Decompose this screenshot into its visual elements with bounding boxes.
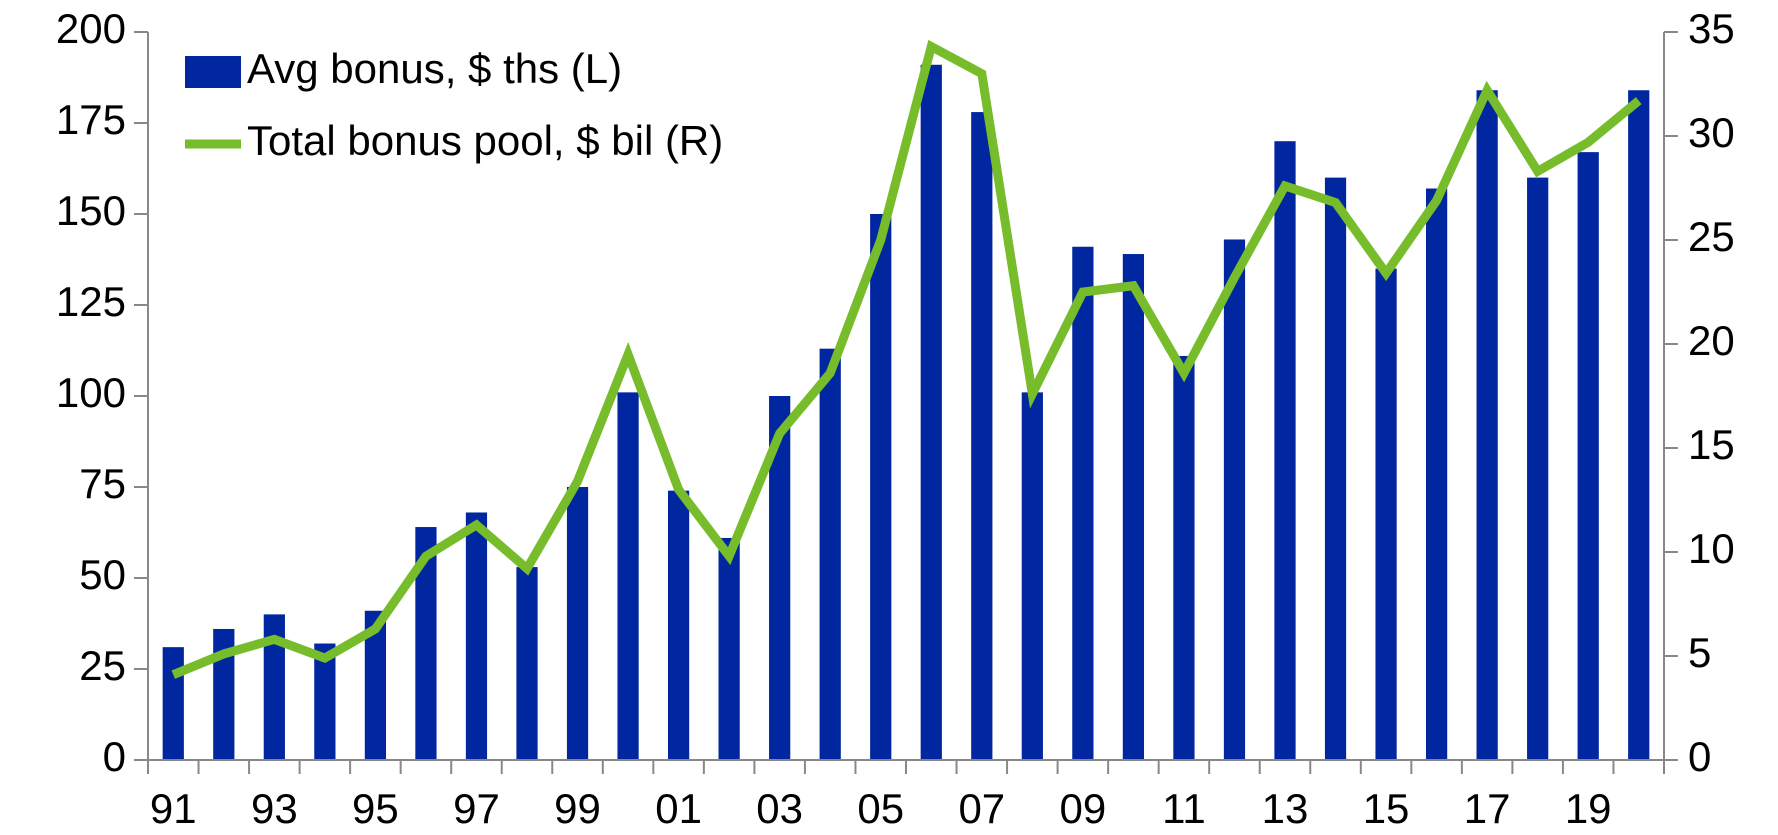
bar [213, 628, 235, 760]
y-tick-label: 100 [56, 369, 126, 416]
y2-tick-label: 15 [1688, 421, 1735, 468]
x-tick-label: 97 [453, 785, 500, 832]
legend-label: Avg bonus, $ ths (L) [247, 45, 622, 92]
y2-tick-label: 25 [1688, 213, 1735, 260]
x-tick-label: 07 [958, 785, 1005, 832]
bar [617, 392, 639, 760]
bar [870, 214, 892, 760]
x-tick-label: 95 [352, 785, 399, 832]
line [171, 39, 1642, 679]
y-tick-label: 0 [103, 733, 126, 780]
bar [516, 567, 538, 760]
y2-tick-label: 20 [1688, 317, 1735, 364]
bar [718, 537, 740, 760]
bar [465, 512, 488, 760]
y-tick-label: 50 [79, 551, 126, 598]
bar [1476, 90, 1498, 761]
x-tick-label: 05 [857, 785, 904, 832]
y-tick-label: 25 [79, 642, 126, 689]
y2-tick-label: 35 [1688, 5, 1735, 52]
y-tick-label: 75 [79, 460, 126, 507]
y2-tick-label: 30 [1688, 109, 1735, 156]
bar [1527, 177, 1549, 761]
bar [920, 64, 942, 760]
y2-tick-label: 0 [1688, 733, 1711, 780]
x-tick-label: 15 [1363, 785, 1410, 832]
y-tick-label: 175 [56, 96, 126, 143]
bar [1021, 392, 1043, 760]
legend-label: Total bonus pool, $ bil (R) [247, 117, 723, 164]
bar [1577, 152, 1599, 760]
bar [1324, 177, 1347, 761]
legend-swatch [185, 56, 241, 88]
bar [1375, 268, 1397, 760]
bar [415, 527, 437, 760]
x-tick-label: 99 [554, 785, 601, 832]
bar [1274, 141, 1296, 760]
x-tick-label: 03 [756, 785, 803, 832]
x-tick-label: 13 [1262, 785, 1309, 832]
y2-tick-label: 10 [1688, 525, 1735, 572]
bar [1173, 355, 1195, 760]
x-tick-label: 01 [655, 785, 702, 832]
x-tick-label: 17 [1464, 785, 1511, 832]
bar [667, 490, 690, 760]
bar [263, 614, 285, 760]
x-tick-label: 09 [1060, 785, 1107, 832]
x-tick-label: 91 [150, 785, 197, 832]
y-tick-label: 125 [56, 278, 126, 325]
x-tick-label: 19 [1565, 785, 1612, 832]
bar [364, 610, 387, 760]
bar [769, 396, 791, 760]
bar [1072, 246, 1094, 760]
bar [971, 112, 993, 760]
x-tick-label: 11 [1162, 785, 1206, 832]
bar [1425, 188, 1448, 760]
bar [162, 647, 184, 760]
y2-tick-label: 5 [1688, 629, 1711, 676]
bar [1122, 254, 1145, 761]
x-tick-label: 93 [251, 785, 298, 832]
bar [819, 348, 841, 760]
bar [314, 643, 336, 760]
bar [1628, 90, 1650, 761]
bar [566, 487, 589, 760]
y-tick-label: 200 [56, 5, 126, 52]
y-tick-label: 150 [56, 187, 126, 234]
bar [1223, 239, 1246, 761]
